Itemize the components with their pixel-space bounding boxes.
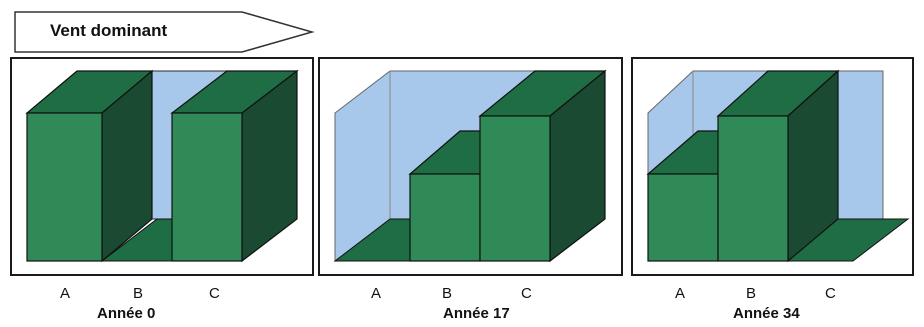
wind-arrow (14, 11, 315, 53)
column-label-a: A (60, 285, 71, 302)
panel-year-17 (318, 57, 623, 276)
wind-label: Vent dominant (50, 21, 168, 40)
column-label-b: B (133, 285, 144, 302)
column-label-b: B (442, 285, 453, 302)
year-label: Année 0 (97, 305, 156, 322)
year-label: Année 17 (443, 305, 510, 322)
diagram-year-17 (333, 69, 607, 263)
column-b-front (717, 115, 789, 262)
column-label-c: C (209, 285, 220, 302)
diagram-year-34 (646, 69, 910, 263)
column-label-c: C (521, 285, 532, 302)
column-c-front (171, 112, 243, 262)
column-label-a: A (371, 285, 382, 302)
panel-year-0 (10, 57, 314, 276)
panel-year-34 (631, 57, 914, 276)
column-a-front (26, 112, 103, 262)
column-label-b: B (746, 285, 757, 302)
column-b-front (409, 173, 481, 262)
column-label-c: C (825, 285, 836, 302)
diagram-year-0 (25, 69, 299, 263)
column-label-a: A (675, 285, 686, 302)
year-label: Année 34 (733, 305, 800, 322)
column-c-front (479, 115, 551, 262)
column-a-front (647, 173, 719, 262)
